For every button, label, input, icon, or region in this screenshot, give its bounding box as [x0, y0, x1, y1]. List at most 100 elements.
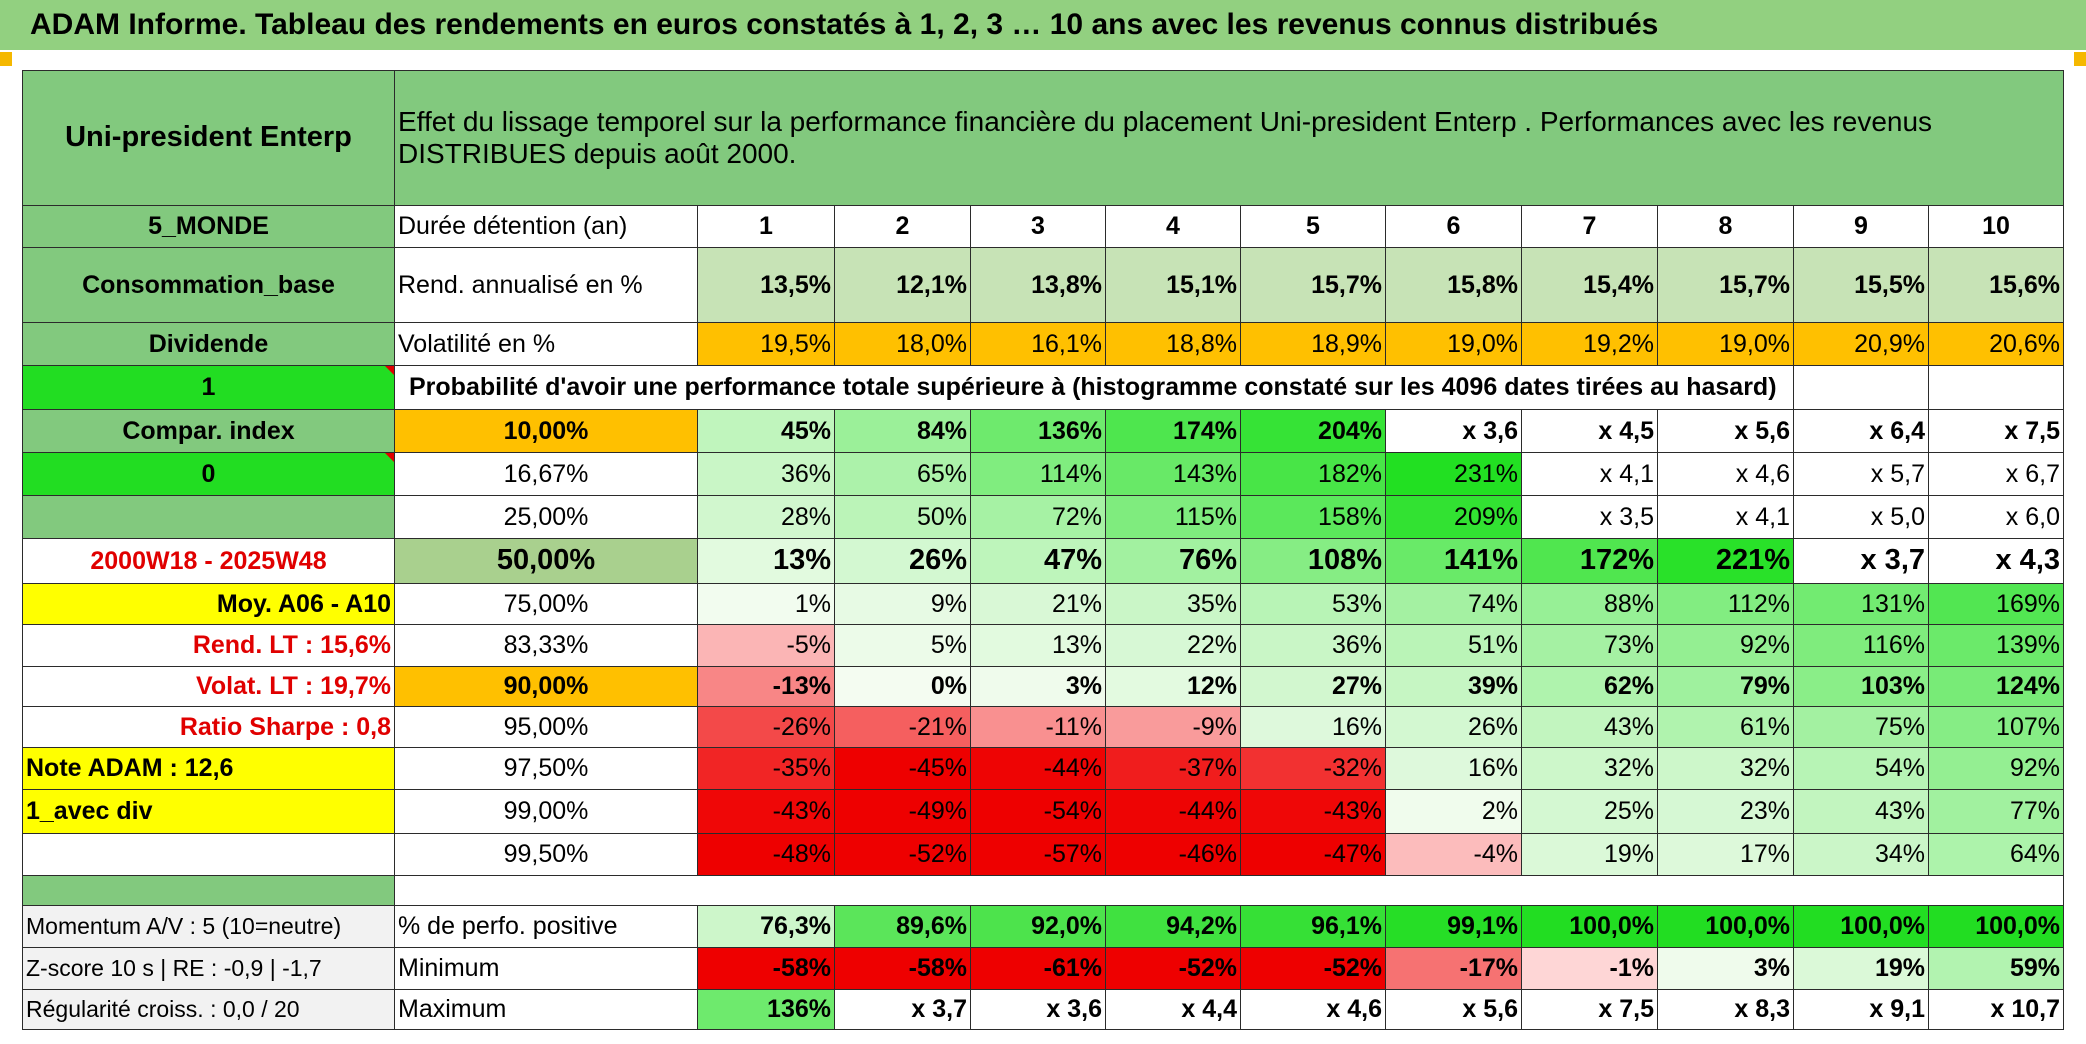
- volat-lt-label: Volat. LT : 19,7%: [22, 667, 395, 707]
- regularite-label: Régularité croiss. : 0,0 / 20: [22, 990, 395, 1030]
- probability-cell: 141%: [1386, 539, 1522, 584]
- probability-cell: 13%: [971, 625, 1106, 667]
- positive-label: % de perfo. positive: [395, 906, 698, 948]
- probability-threshold: 25,00%: [395, 496, 698, 539]
- probability-cell: x 5,7: [1794, 453, 1929, 496]
- probability-cell: x 6,4: [1794, 410, 1929, 453]
- probability-cell: x 5,6: [1658, 410, 1794, 453]
- year-header: 5: [1241, 206, 1386, 248]
- probability-cell: 22%: [1106, 625, 1241, 667]
- probability-cell: 43%: [1794, 790, 1929, 834]
- probability-threshold: 83,33%: [395, 625, 698, 667]
- probability-threshold: 16,67%: [395, 453, 698, 496]
- probability-cell: 124%: [1929, 667, 2064, 707]
- max-cell: 136%: [698, 990, 835, 1030]
- probability-cell: -9%: [1106, 707, 1241, 748]
- vol-cell: 18,8%: [1106, 323, 1241, 366]
- rend-cell: 15,7%: [1241, 248, 1386, 323]
- probability-threshold: 75,00%: [395, 584, 698, 625]
- probability-cell: 5%: [835, 625, 971, 667]
- probability-cell: 75%: [1794, 707, 1929, 748]
- probability-cell: 131%: [1794, 584, 1929, 625]
- probability-threshold: 90,00%: [395, 667, 698, 707]
- probability-cell: 182%: [1241, 453, 1386, 496]
- probability-cell: 32%: [1522, 748, 1658, 790]
- rend-cell: 15,4%: [1522, 248, 1658, 323]
- momentum-label: Momentum A/V : 5 (10=neutre): [22, 906, 395, 948]
- vol-cell: 20,9%: [1794, 323, 1929, 366]
- vol-cell: 18,0%: [835, 323, 971, 366]
- rend-cell: 13,5%: [698, 248, 835, 323]
- probability-cell: 45%: [698, 410, 835, 453]
- min-cell: -58%: [835, 948, 971, 990]
- probability-threshold: 50,00%: [395, 539, 698, 584]
- max-cell: x 8,3: [1658, 990, 1794, 1030]
- min-cell: 3%: [1658, 948, 1794, 990]
- probability-cell: 76%: [1106, 539, 1241, 584]
- probability-cell: -21%: [835, 707, 971, 748]
- probability-cell: 172%: [1522, 539, 1658, 584]
- min-cell: 59%: [1929, 948, 2064, 990]
- probability-cell: -52%: [835, 834, 971, 876]
- probability-cell: x 4,3: [1929, 539, 2064, 584]
- probability-cell: x 7,5: [1929, 410, 2064, 453]
- probability-cell: -11%: [971, 707, 1106, 748]
- year-header: 7: [1522, 206, 1658, 248]
- min-cell: -58%: [698, 948, 835, 990]
- blank-label: [22, 496, 395, 539]
- probability-cell: x 3,5: [1522, 496, 1658, 539]
- year-header: 9: [1794, 206, 1929, 248]
- min-label: Minimum: [395, 948, 698, 990]
- probability-cell: 47%: [971, 539, 1106, 584]
- probability-cell: 65%: [835, 453, 971, 496]
- probability-cell: 112%: [1658, 584, 1794, 625]
- probability-cell: 21%: [971, 584, 1106, 625]
- probability-cell: 221%: [1658, 539, 1794, 584]
- probability-cell: 61%: [1658, 707, 1794, 748]
- probability-cell: 34%: [1794, 834, 1929, 876]
- rend-cell: 13,8%: [971, 248, 1106, 323]
- probability-cell: 12%: [1106, 667, 1241, 707]
- probability-cell: 19%: [1522, 834, 1658, 876]
- probability-cell: -13%: [698, 667, 835, 707]
- probability-cell: -44%: [1106, 790, 1241, 834]
- probability-cell: 36%: [698, 453, 835, 496]
- probability-cell: 16%: [1241, 707, 1386, 748]
- note-adam-label: Note ADAM : 12,6: [22, 748, 395, 790]
- probability-threshold: 99,50%: [395, 834, 698, 876]
- probability-cell: 107%: [1929, 707, 2064, 748]
- probability-cell: 53%: [1241, 584, 1386, 625]
- report-banner: ADAM Informe. Tableau des rendements en …: [0, 0, 2086, 52]
- probability-cell: 88%: [1522, 584, 1658, 625]
- positive-cell: 92,0%: [971, 906, 1106, 948]
- vol-cell: 19,0%: [1386, 323, 1522, 366]
- probability-cell: 209%: [1386, 496, 1522, 539]
- vol-cell: 19,5%: [698, 323, 835, 366]
- rend-cell: 12,1%: [835, 248, 971, 323]
- year-header: 4: [1106, 206, 1241, 248]
- rend-label: Rend. annualisé en %: [395, 248, 698, 323]
- probability-cell: 92%: [1658, 625, 1794, 667]
- probability-cell: 62%: [1522, 667, 1658, 707]
- avec-div-label: 1_avec div: [22, 790, 395, 834]
- probability-cell: 73%: [1522, 625, 1658, 667]
- probability-cell: -44%: [971, 748, 1106, 790]
- probability-cell: -54%: [971, 790, 1106, 834]
- probability-cell: 16%: [1386, 748, 1522, 790]
- rend-cell: 15,6%: [1929, 248, 2064, 323]
- empty-cell: [1794, 366, 1929, 410]
- max-cell: x 3,6: [971, 990, 1106, 1030]
- max-cell: x 5,6: [1386, 990, 1522, 1030]
- positive-cell: 100,0%: [1929, 906, 2064, 948]
- zone-label: 5_MONDE: [22, 206, 395, 248]
- probability-cell: 39%: [1386, 667, 1522, 707]
- probability-cell: 28%: [698, 496, 835, 539]
- probability-cell: x 3,7: [1794, 539, 1929, 584]
- year-header: 2: [835, 206, 971, 248]
- fund-name: Uni-president Enterp: [22, 70, 395, 206]
- probability-cell: x 4,1: [1522, 453, 1658, 496]
- year-header: 1: [698, 206, 835, 248]
- min-cell: -17%: [1386, 948, 1522, 990]
- corner-marker-right: [2074, 52, 2086, 66]
- probability-cell: 64%: [1929, 834, 2064, 876]
